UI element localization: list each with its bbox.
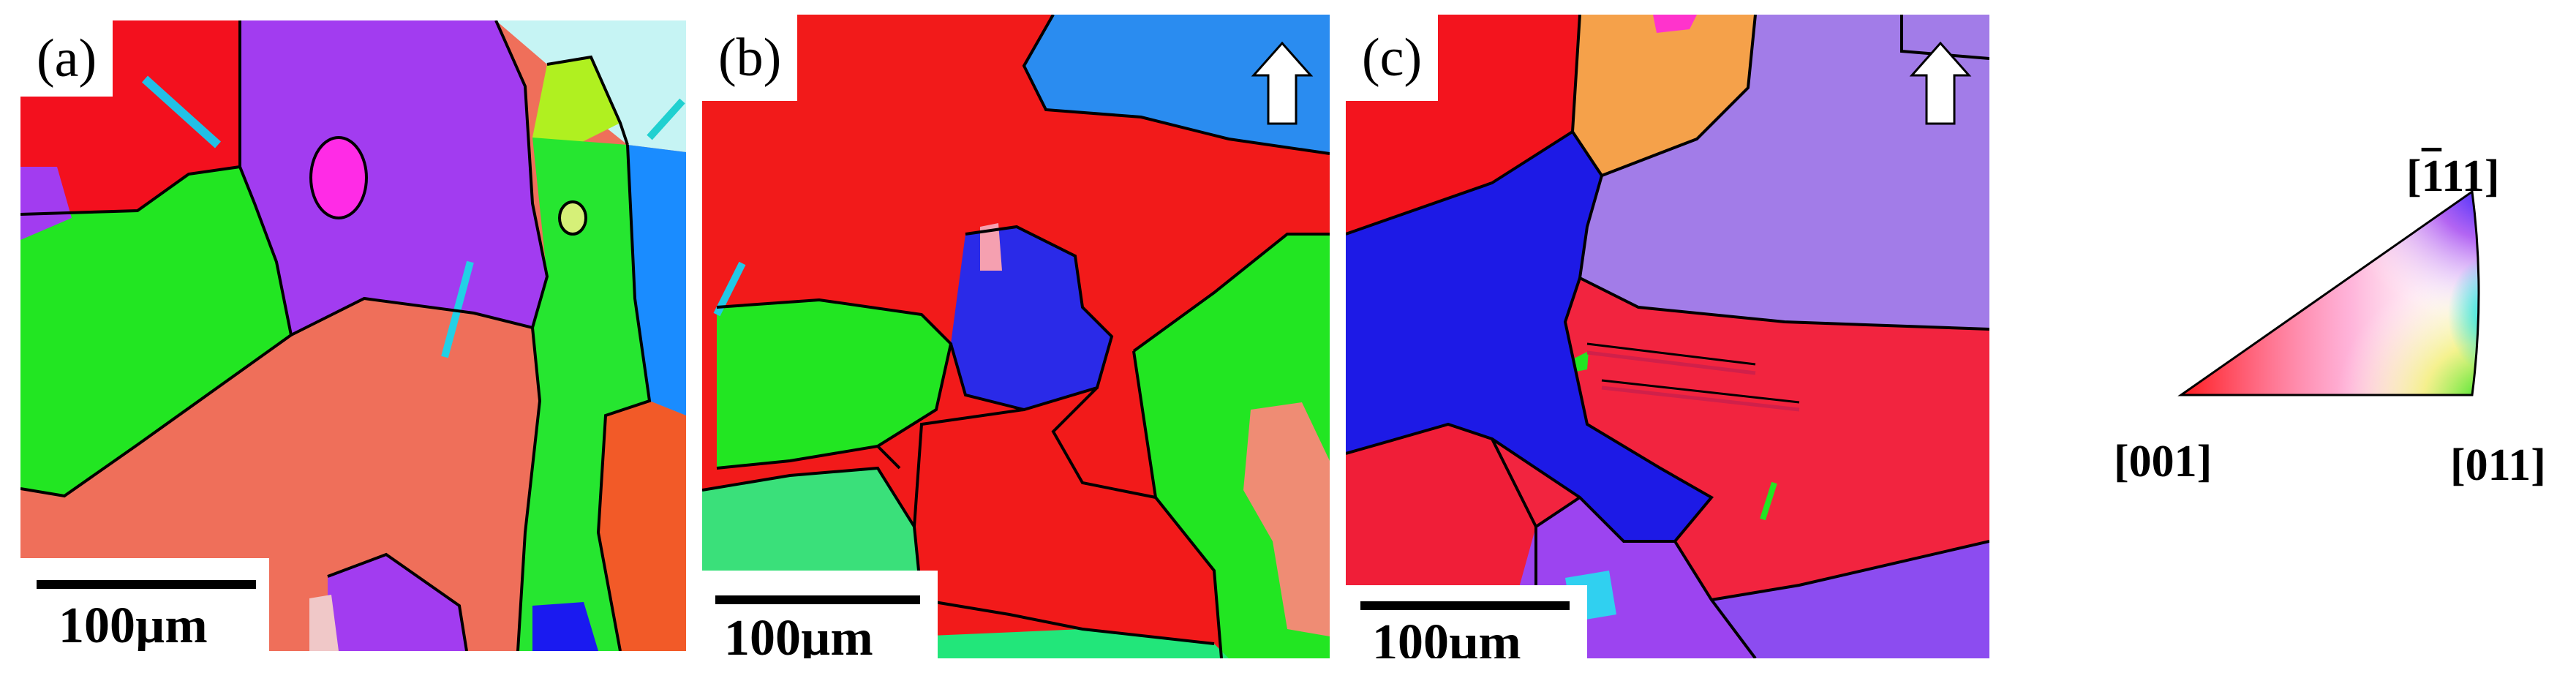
twin — [1586, 350, 1756, 375]
grain — [311, 138, 366, 218]
ipf-corner-111: [111] — [2406, 154, 2500, 199]
grain — [951, 227, 1112, 410]
ebsd-map-b — [702, 15, 1330, 658]
panel-a: (a) 100µm — [20, 20, 686, 651]
twin — [1601, 379, 1800, 404]
twin — [1760, 481, 1777, 521]
grain — [1711, 541, 1989, 658]
direction-arrow-icon — [1251, 41, 1314, 125]
grain — [20, 167, 291, 496]
grain — [717, 300, 951, 468]
ebsd-map-c — [1346, 15, 1989, 658]
digits: 11 — [2441, 151, 2485, 201]
ipf-corner-001: [001] — [2114, 437, 2212, 486]
grain — [1346, 132, 1711, 541]
grain — [20, 167, 72, 240]
twin — [1601, 386, 1800, 412]
scale-bar: 100µm — [702, 571, 938, 658]
grain — [980, 223, 1002, 271]
ipf-color-key: [111] [001] [011] — [2099, 154, 2576, 541]
panel-label: (c) — [1346, 15, 1439, 101]
grain — [309, 595, 339, 651]
grain — [598, 401, 686, 651]
direction-arrow-icon — [1909, 41, 1972, 125]
ebsd-map-a — [20, 20, 686, 651]
scale-bar: 100µm — [1346, 585, 1587, 658]
scale-bar-label: 100µm — [59, 598, 208, 652]
grain — [1243, 402, 1330, 636]
scale-bar-label: 100µm — [724, 610, 873, 659]
grain — [532, 602, 598, 651]
scale-bar-line — [715, 595, 920, 604]
grain — [1573, 15, 1755, 176]
grain — [1580, 15, 1989, 329]
grain — [240, 20, 547, 335]
ipf-corner-011: [011] — [2450, 440, 2546, 490]
scale-bar-label: 100µm — [1372, 614, 1521, 659]
panel-label: (a) — [20, 20, 113, 97]
ipf-triangle — [2177, 189, 2480, 396]
scale-bar: 100µm — [20, 558, 269, 651]
grain — [328, 554, 467, 651]
grain — [560, 202, 586, 234]
panel-label: (b) — [702, 15, 798, 101]
grain — [518, 138, 649, 651]
twin — [647, 98, 685, 140]
grain — [914, 629, 1229, 658]
bracket-close: ] — [2484, 151, 2500, 201]
grain — [1653, 15, 1697, 33]
grain — [1024, 15, 1330, 154]
scale-bar-line — [37, 580, 256, 589]
overbar-digit: 1 — [2421, 151, 2442, 201]
grain — [532, 57, 620, 145]
twin — [1586, 342, 1756, 366]
panel-c: (c) 100µm — [1346, 15, 1989, 658]
panel-b: (b) 100µm — [702, 15, 1330, 658]
grain — [1574, 351, 1589, 372]
twin — [141, 75, 222, 148]
bracket-open: [ — [2406, 151, 2422, 201]
scale-bar-line — [1360, 601, 1570, 610]
